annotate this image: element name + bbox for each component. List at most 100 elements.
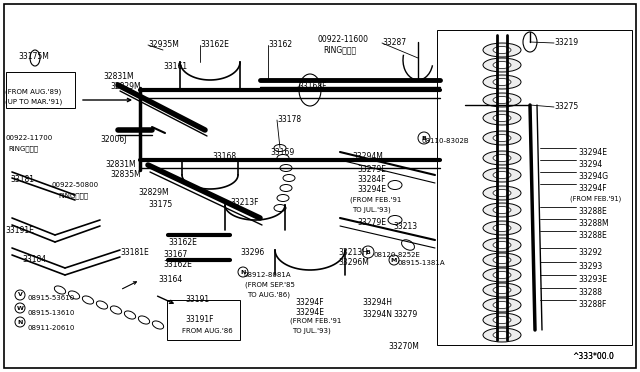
Bar	[167, 300, 240, 340]
Text: 33294E: 33294E	[295, 308, 324, 317]
Text: 33213: 33213	[393, 222, 417, 231]
Text: 33213F: 33213F	[230, 198, 259, 207]
Ellipse shape	[483, 313, 521, 327]
Text: 33288: 33288	[578, 288, 602, 297]
Text: V: V	[17, 292, 22, 298]
Text: 33164: 33164	[158, 275, 182, 284]
Ellipse shape	[493, 189, 511, 196]
Text: 33175M: 33175M	[18, 52, 49, 61]
Text: 33294G: 33294G	[578, 172, 608, 181]
Bar	[6, 72, 75, 108]
Text: 33181: 33181	[10, 175, 34, 184]
Text: 32831M: 32831M	[105, 160, 136, 169]
Text: 08915-1381A: 08915-1381A	[397, 260, 445, 266]
Text: 33294: 33294	[578, 160, 602, 169]
Text: ^333*00.0: ^333*00.0	[572, 352, 614, 361]
Text: RINGリング: RINGリング	[323, 45, 356, 54]
Text: 33191: 33191	[185, 295, 209, 304]
Text: 33293: 33293	[578, 262, 602, 271]
Text: 00922-11700: 00922-11700	[5, 135, 52, 141]
Ellipse shape	[493, 224, 511, 231]
Text: 32831M: 32831M	[103, 72, 134, 81]
Text: 33288M: 33288M	[578, 219, 609, 228]
Text: 33294N: 33294N	[362, 310, 392, 319]
Circle shape	[15, 290, 25, 300]
Text: 33288E: 33288E	[578, 231, 607, 240]
Text: 33294M: 33294M	[352, 152, 383, 161]
Text: 33168F: 33168F	[298, 82, 326, 91]
Bar	[437, 30, 632, 345]
Text: (FROM AUG.'89): (FROM AUG.'89)	[5, 88, 61, 94]
Text: B: B	[422, 135, 426, 141]
Ellipse shape	[483, 111, 521, 125]
Text: 33162: 33162	[268, 40, 292, 49]
Text: TO JUL.'93): TO JUL.'93)	[352, 206, 391, 212]
Ellipse shape	[483, 221, 521, 235]
Ellipse shape	[493, 46, 511, 54]
Text: 33162E: 33162E	[168, 238, 197, 247]
Text: 33161: 33161	[163, 62, 187, 71]
Text: 08120-8252E: 08120-8252E	[373, 252, 420, 258]
Text: 33279: 33279	[393, 310, 417, 319]
Circle shape	[389, 255, 399, 265]
Text: RINGリング: RINGリング	[58, 192, 88, 199]
Text: W: W	[17, 305, 24, 311]
Text: FROM AUG.'86: FROM AUG.'86	[182, 328, 233, 334]
Text: 33296M: 33296M	[338, 258, 369, 267]
Text: 08110-8302B: 08110-8302B	[422, 138, 470, 144]
Text: 33275: 33275	[554, 102, 579, 111]
Text: 33294F: 33294F	[578, 184, 607, 193]
Ellipse shape	[483, 253, 521, 267]
Circle shape	[15, 317, 25, 327]
Text: (FROM FEB.'91: (FROM FEB.'91	[290, 318, 341, 324]
Text: 33270M: 33270M	[388, 342, 419, 351]
Text: 32835M: 32835M	[110, 170, 141, 179]
Text: M: M	[391, 257, 397, 263]
Text: 33167: 33167	[163, 250, 188, 259]
Text: 08912-8081A: 08912-8081A	[243, 272, 291, 278]
Ellipse shape	[483, 268, 521, 282]
Ellipse shape	[483, 238, 521, 252]
Ellipse shape	[493, 61, 511, 68]
Ellipse shape	[483, 168, 521, 182]
Text: 32935M: 32935M	[148, 40, 179, 49]
Ellipse shape	[493, 154, 511, 161]
Text: 33294H: 33294H	[362, 298, 392, 307]
Ellipse shape	[483, 131, 521, 145]
Ellipse shape	[483, 75, 521, 89]
Circle shape	[15, 303, 25, 313]
Ellipse shape	[493, 135, 511, 141]
Ellipse shape	[493, 115, 511, 122]
Text: 33219: 33219	[554, 38, 578, 47]
Text: 33294E: 33294E	[357, 185, 386, 194]
Text: 00922-50800: 00922-50800	[52, 182, 99, 188]
Ellipse shape	[483, 203, 521, 217]
Text: 33288F: 33288F	[578, 300, 606, 309]
Text: 33279E: 33279E	[357, 218, 386, 227]
Text: TO JUL.'93): TO JUL.'93)	[292, 328, 331, 334]
Text: 33162E: 33162E	[163, 260, 192, 269]
Text: 33175: 33175	[148, 200, 172, 209]
Text: B: B	[365, 250, 371, 254]
Text: (FROM FEB.'91: (FROM FEB.'91	[350, 196, 401, 202]
Circle shape	[418, 132, 430, 144]
Text: 33292: 33292	[578, 248, 602, 257]
Text: (FROM FEB.'91): (FROM FEB.'91)	[570, 195, 621, 202]
Text: 32006J: 32006J	[100, 135, 127, 144]
Ellipse shape	[493, 78, 511, 86]
Text: 33294F: 33294F	[295, 298, 324, 307]
Text: 08915-53610: 08915-53610	[28, 295, 76, 301]
Text: 33279E: 33279E	[357, 165, 386, 174]
Text: 33191E: 33191E	[5, 226, 34, 235]
Text: 08911-20610: 08911-20610	[28, 325, 76, 331]
Text: 08915-13610: 08915-13610	[28, 310, 76, 316]
Text: 33293E: 33293E	[578, 275, 607, 284]
Ellipse shape	[483, 58, 521, 72]
Ellipse shape	[493, 286, 511, 294]
Text: N: N	[240, 269, 246, 275]
Ellipse shape	[483, 328, 521, 342]
Text: ^333*00.0: ^333*00.0	[572, 352, 614, 361]
Text: 33184: 33184	[22, 255, 46, 264]
Ellipse shape	[493, 317, 511, 324]
Ellipse shape	[483, 93, 521, 107]
